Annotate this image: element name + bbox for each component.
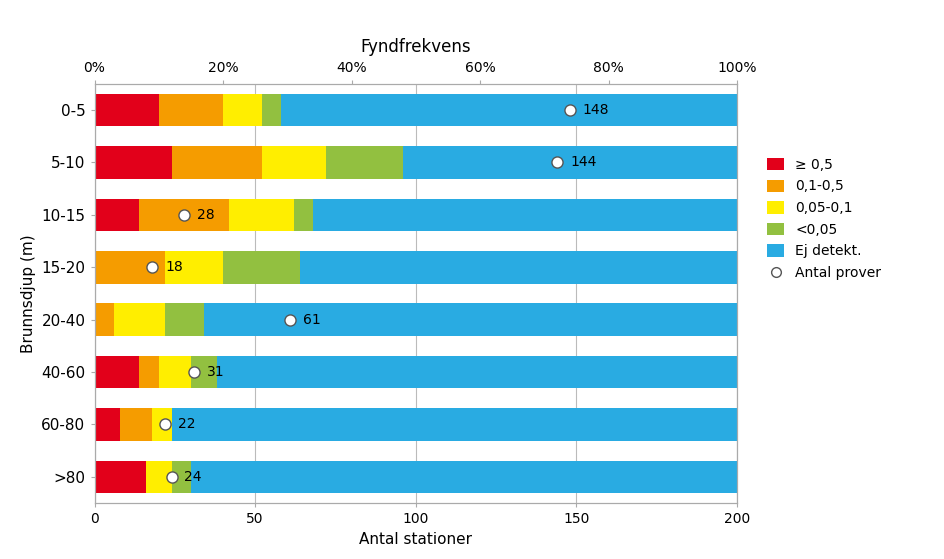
Bar: [159, 94, 223, 126]
Bar: [261, 146, 326, 179]
Bar: [223, 251, 300, 283]
Bar: [280, 94, 736, 126]
Text: 144: 144: [569, 155, 596, 169]
Bar: [145, 461, 172, 493]
Bar: [300, 251, 736, 283]
Bar: [152, 408, 172, 440]
Bar: [204, 304, 736, 336]
Bar: [172, 461, 191, 493]
Bar: [94, 198, 140, 231]
Bar: [165, 304, 204, 336]
Bar: [261, 94, 280, 126]
Bar: [326, 146, 402, 179]
Bar: [312, 198, 736, 231]
Bar: [402, 146, 736, 179]
Bar: [120, 408, 152, 440]
Bar: [294, 198, 312, 231]
Bar: [172, 146, 261, 179]
Bar: [191, 356, 216, 389]
Bar: [94, 461, 145, 493]
Bar: [191, 461, 736, 493]
X-axis label: Antal stationer: Antal stationer: [359, 532, 472, 547]
Bar: [165, 251, 223, 283]
Bar: [223, 94, 261, 126]
Bar: [140, 356, 159, 389]
Bar: [159, 356, 191, 389]
Text: 24: 24: [184, 470, 202, 484]
Text: 31: 31: [207, 365, 225, 379]
Bar: [94, 408, 120, 440]
Bar: [94, 146, 172, 179]
Text: 61: 61: [303, 312, 321, 326]
Bar: [94, 94, 159, 126]
Bar: [94, 251, 165, 283]
Legend: ≥ 0,5, 0,1-0,5, 0,05-0,1, <0,05, Ej detekt., Antal prover: ≥ 0,5, 0,1-0,5, 0,05-0,1, <0,05, Ej dete…: [763, 154, 885, 284]
Text: 148: 148: [582, 103, 609, 117]
Text: 28: 28: [197, 208, 214, 222]
Bar: [229, 198, 294, 231]
X-axis label: Fyndfrekvens: Fyndfrekvens: [360, 39, 471, 56]
Bar: [172, 408, 736, 440]
Bar: [140, 198, 229, 231]
Text: 18: 18: [165, 260, 183, 274]
Bar: [94, 356, 140, 389]
Bar: [216, 356, 736, 389]
Bar: [113, 304, 165, 336]
Text: 22: 22: [177, 418, 195, 432]
Y-axis label: Brunnsdjup (m): Brunnsdjup (m): [21, 234, 36, 353]
Bar: [94, 304, 113, 336]
